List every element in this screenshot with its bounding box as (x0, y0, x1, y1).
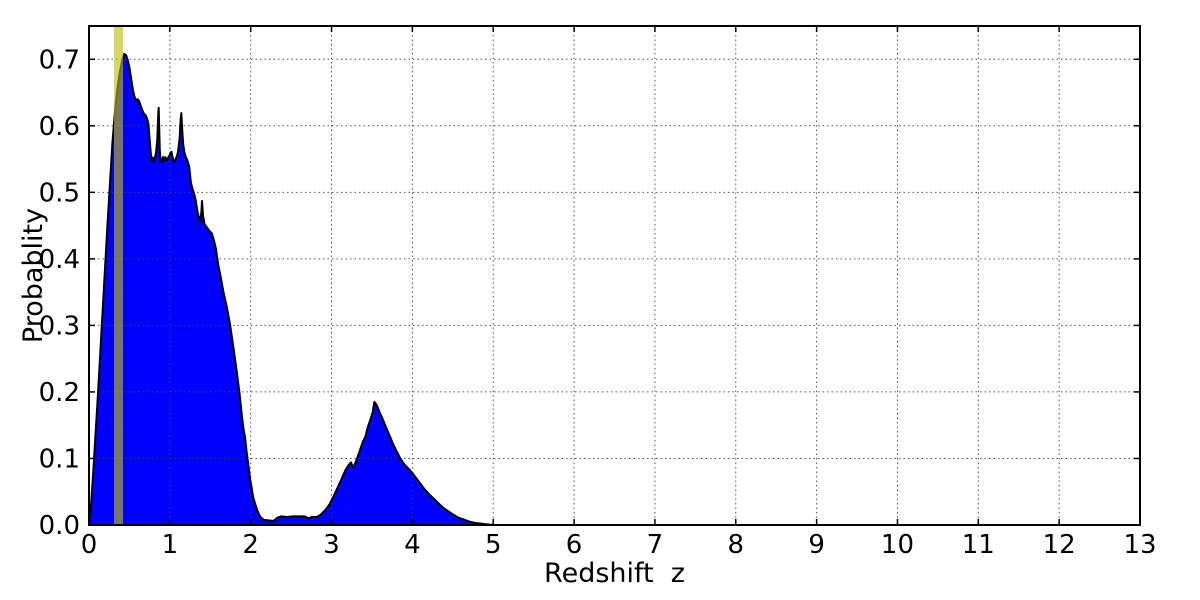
redshift-highlight-band (113, 26, 124, 525)
x-tick-label-2: 2 (242, 530, 259, 560)
x-tick-label-3: 3 (323, 530, 340, 560)
y-tick-label-0.6: 0.6 (39, 112, 80, 142)
probability-curve-edge (88, 52, 495, 526)
y-tick-label-0.3: 0.3 (39, 311, 80, 341)
x-tick-label-12: 12 (1043, 530, 1076, 560)
x-tick-label-4: 4 (404, 530, 421, 560)
y-axis-label: Probablity (18, 208, 49, 343)
axes-spines (88, 25, 1141, 526)
y-tick-label-0.2: 0.2 (39, 378, 80, 408)
probability-area-fill (89, 53, 494, 525)
y-tick-label-0.5: 0.5 (39, 178, 80, 208)
highlight-band-layer (113, 26, 124, 525)
x-tick-label-13: 13 (1123, 530, 1156, 560)
x-tick-label-1: 1 (162, 530, 179, 560)
x-tick-label-0: 0 (81, 530, 98, 560)
y-tick-label-0.7: 0.7 (39, 45, 80, 75)
x-tick-label-7: 7 (647, 530, 664, 560)
x-tick-label-6: 6 (566, 530, 583, 560)
y-tick-label-0.4: 0.4 (39, 245, 80, 275)
x-tick-label-8: 8 (727, 530, 744, 560)
x-tick-label-9: 9 (808, 530, 825, 560)
x-tick-label-5: 5 (485, 530, 502, 560)
plot-border-layer (88, 25, 1141, 526)
x-tick-label-10: 10 (881, 530, 914, 560)
tick-labels-layer: 0 1 2 3 4 5 6 7 8 9 10 11 12 130.00.10.20.30.40.50.60… (39, 45, 1157, 560)
x-axis-label: Redshift z (544, 558, 685, 589)
x-tick-label-11: 11 (962, 530, 995, 560)
area-fill-layer (89, 53, 494, 525)
curve-edge-layer (88, 52, 495, 526)
y-tick-label-0.1: 0.1 (39, 444, 80, 474)
y-tick-label-0.0: 0.0 (39, 511, 80, 541)
